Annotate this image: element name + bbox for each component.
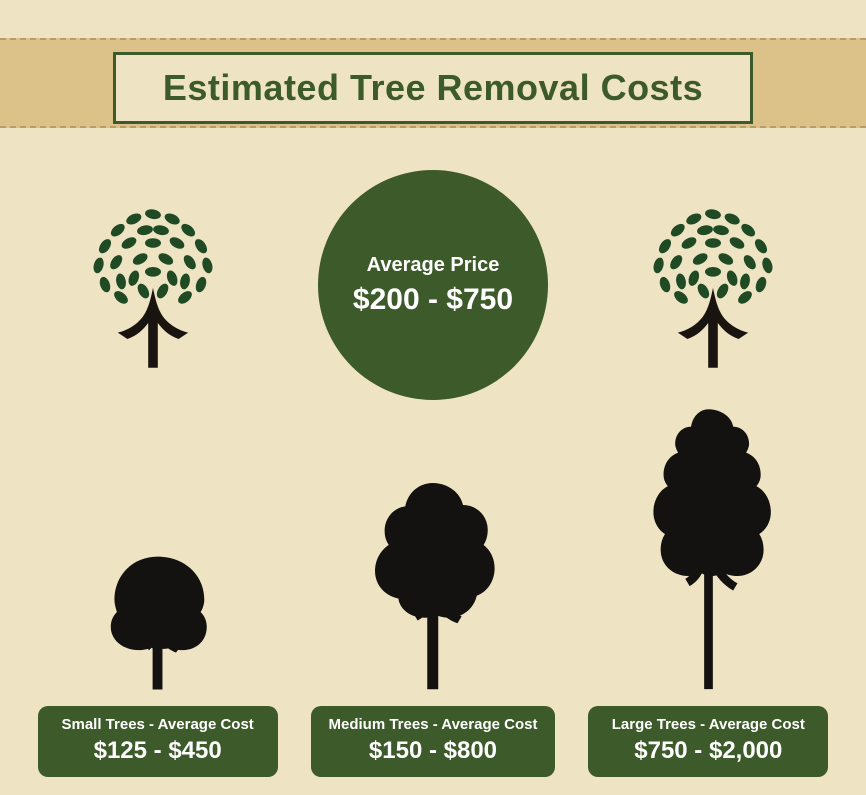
average-price-circle: Average Price $200 - $750 <box>318 170 548 400</box>
average-price-range: $200 - $750 <box>353 283 513 317</box>
small-tree-column: Small Trees - Average Cost $125 - $450 <box>28 532 288 777</box>
large-tree-column: Large Trees - Average Cost $750 - $2,000 <box>578 402 838 777</box>
large-tree-label: Large Trees - Average Cost <box>606 716 810 733</box>
small-tree-cost-box: Small Trees - Average Cost $125 - $450 <box>38 706 278 777</box>
large-tree-cost-box: Large Trees - Average Cost $750 - $2,000 <box>588 706 828 777</box>
size-categories-row: Small Trees - Average Cost $125 - $450 M… <box>0 402 866 777</box>
medium-tree-icon <box>364 472 502 692</box>
medium-tree-label: Medium Trees - Average Cost <box>329 716 538 733</box>
large-tree-range: $750 - $2,000 <box>606 737 810 765</box>
small-tree-range: $125 - $450 <box>56 737 260 765</box>
small-tree-label: Small Trees - Average Cost <box>56 716 260 733</box>
page-title: Estimated Tree Removal Costs <box>163 67 703 109</box>
decorative-tree-left <box>73 195 233 376</box>
small-tree-icon <box>96 532 219 692</box>
average-price-label: Average Price <box>367 254 500 277</box>
medium-tree-column: Medium Trees - Average Cost $150 - $800 <box>303 472 563 777</box>
medium-tree-range: $150 - $800 <box>329 737 538 765</box>
large-tree-icon <box>636 402 781 692</box>
medium-tree-cost-box: Medium Trees - Average Cost $150 - $800 <box>311 706 556 777</box>
upper-row: Average Price $200 - $750 <box>0 175 866 395</box>
decorative-tree-right <box>633 195 793 376</box>
title-box: Estimated Tree Removal Costs <box>113 52 753 124</box>
